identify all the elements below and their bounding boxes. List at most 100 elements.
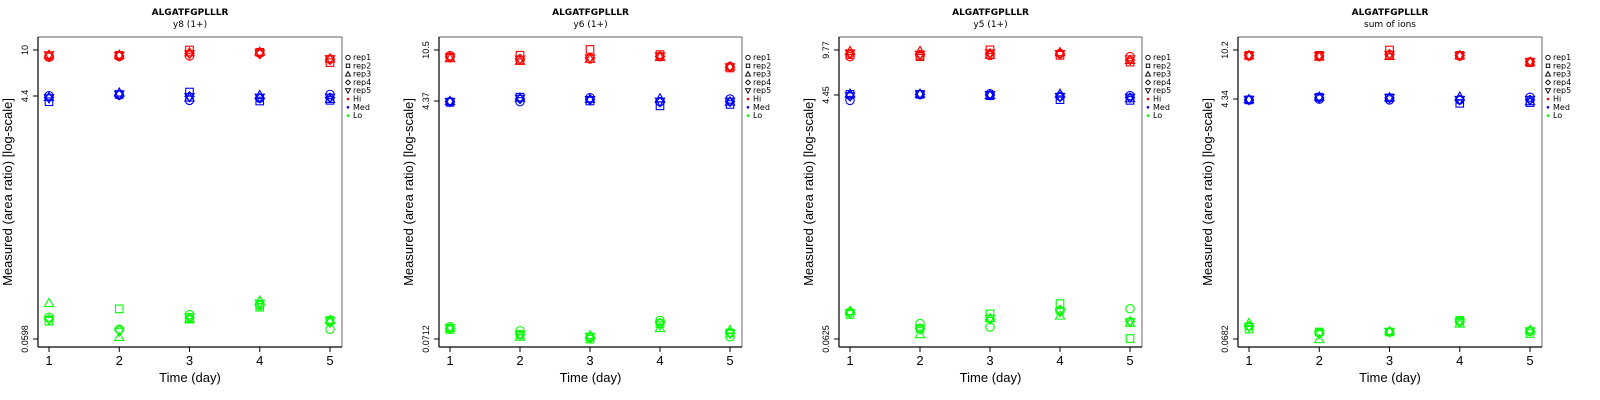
data-point — [984, 49, 996, 60]
legend-label: rep5 — [753, 86, 771, 95]
x-tick-label: 2 — [116, 353, 123, 368]
legend-label: rep5 — [1153, 86, 1171, 95]
data-point — [584, 332, 596, 343]
legend-label: rep2 — [1553, 61, 1571, 70]
data-point — [654, 97, 666, 108]
x-tick-label: 4 — [1456, 353, 1463, 368]
data-point — [183, 50, 196, 60]
data-point — [1124, 55, 1136, 66]
chart-subtitle: y8 (1+) — [173, 20, 207, 30]
y-tick-label: 0.0682 — [1220, 325, 1230, 353]
data-point — [444, 53, 456, 64]
data-point — [113, 51, 125, 62]
data-point — [654, 322, 666, 333]
data-point — [325, 316, 335, 325]
data-point — [515, 50, 525, 60]
data-point — [183, 313, 196, 323]
data-point — [1055, 299, 1065, 308]
data-point — [1054, 50, 1066, 60]
data-point — [915, 324, 925, 333]
legend-label: rep2 — [753, 61, 771, 70]
legend-label: Hi — [1153, 95, 1161, 104]
data-point — [325, 58, 335, 67]
data-point — [724, 60, 736, 71]
legend-marker — [1146, 97, 1150, 101]
legend-label: Lo — [353, 111, 362, 120]
data-point — [1124, 318, 1136, 328]
data-point — [43, 51, 55, 62]
legend-marker — [1544, 88, 1552, 95]
x-tick-label: 3 — [986, 353, 993, 368]
legend-marker — [1144, 79, 1152, 86]
panel-2: ALGATFGPLLLR y6 (1+) 1 2 3 4 5 10.5 4.37 0.0712 Ti… — [401, 8, 771, 385]
x-tick-label: 1 — [1245, 353, 1252, 368]
legend-label: rep1 — [753, 53, 771, 62]
data-point — [324, 314, 336, 324]
x-axis-label: Time (day) — [960, 370, 1022, 385]
data-point — [113, 327, 125, 338]
y-tick-label: 10 — [20, 45, 30, 55]
legend-marker — [1546, 106, 1550, 109]
data-point — [1383, 50, 1396, 61]
data-point — [255, 302, 265, 312]
data-point — [444, 322, 456, 333]
legend-label: Lo — [1553, 111, 1562, 120]
legend-marker — [344, 79, 352, 86]
data-point — [585, 45, 595, 54]
data-point — [254, 49, 266, 60]
data-point — [984, 89, 996, 100]
legend-label: Lo — [1153, 111, 1162, 120]
data-point — [1383, 93, 1396, 104]
y-tick-label: 4.45 — [821, 86, 831, 104]
y-axis-label: Measured (area ratio) [log-scale] — [401, 98, 416, 286]
legend-label: Med — [753, 103, 770, 112]
legend-label: Lo — [753, 111, 762, 120]
data-point — [515, 330, 525, 339]
data-point — [1383, 325, 1396, 336]
legend-label: rep3 — [1153, 70, 1171, 79]
legend-label: rep3 — [353, 70, 371, 79]
series-lo — [844, 299, 1136, 343]
data-point — [1243, 93, 1255, 104]
panel-4: ALGATFGPLLLR sum of ions 1 2 3 4 5 10.2 4.34 0.06… — [1200, 8, 1571, 385]
y-axis-label: Measured (area ratio) [log-scale] — [0, 98, 15, 286]
legend-label: Hi — [753, 95, 761, 104]
legend-label: Med — [1553, 103, 1570, 112]
legend-marker — [1146, 114, 1150, 117]
x-axis-label: Time (day) — [560, 370, 622, 385]
y-tick-label: 0.0712 — [421, 325, 431, 353]
legend-label: Med — [1153, 103, 1170, 112]
data-point — [1454, 95, 1466, 106]
data-point — [1125, 334, 1135, 343]
data-point — [1454, 318, 1466, 329]
x-tick-label: 5 — [326, 353, 333, 368]
data-point — [1524, 57, 1536, 68]
legend-marker — [744, 79, 752, 86]
data-point — [914, 325, 926, 336]
legend-label: rep2 — [1153, 61, 1171, 70]
x-axis-label: Time (day) — [159, 370, 221, 385]
x-axis-label: Time (day) — [1359, 370, 1421, 385]
data-point — [724, 324, 736, 335]
data-point — [1243, 317, 1255, 328]
data-point — [654, 52, 666, 63]
chart-subtitle: y6 (1+) — [573, 20, 607, 30]
legend-marker — [746, 97, 750, 101]
legend-label: rep4 — [1153, 78, 1171, 87]
data-point — [114, 304, 124, 314]
data-point — [844, 49, 856, 60]
legend-marker — [744, 88, 752, 95]
legend-label: rep2 — [353, 61, 371, 70]
x-tick-label: 5 — [726, 353, 733, 368]
legend-label: rep3 — [753, 70, 771, 79]
data-point — [1054, 308, 1066, 318]
data-point — [724, 95, 736, 106]
data-point — [254, 93, 266, 104]
x-tick-label: 4 — [656, 353, 663, 368]
y-tick-label: 9.77 — [821, 41, 831, 59]
data-point — [1313, 333, 1325, 344]
data-point — [1244, 324, 1254, 334]
data-point — [44, 97, 54, 107]
